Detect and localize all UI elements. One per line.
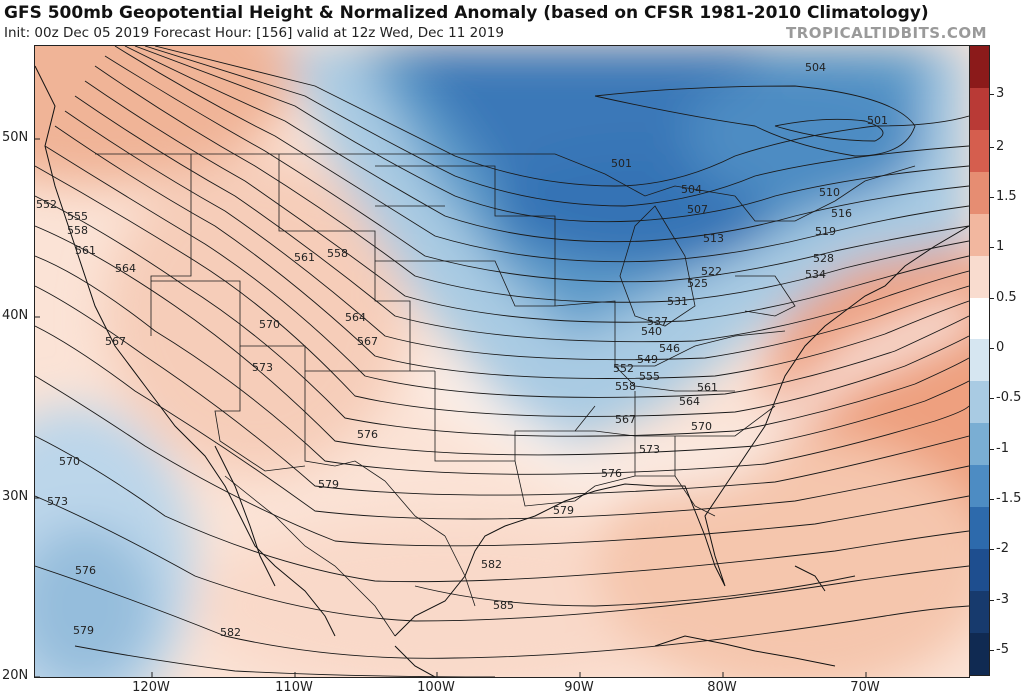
- graticule-ticks: [35, 138, 867, 677]
- contour-label: 576: [357, 428, 378, 441]
- colorbar-swatch: [970, 213, 989, 256]
- contour-label: 555: [67, 210, 88, 223]
- contour-label: 579: [553, 504, 574, 517]
- colorbar-swatch: [970, 46, 989, 88]
- contour-label: 585: [493, 599, 514, 612]
- colorbar-swatch: [970, 632, 989, 675]
- contour-label: 552: [36, 198, 57, 211]
- colorbar-tick: -5: [996, 642, 1009, 657]
- colorbar-swatch: [970, 465, 989, 508]
- contour-label: 516: [831, 207, 852, 220]
- contour-label: 549: [637, 353, 658, 366]
- contour-label: 558: [327, 247, 348, 260]
- colorbar-tick: 2: [996, 139, 1005, 154]
- contour-label: 576: [75, 564, 96, 577]
- colorbar-tick: 1.5: [996, 189, 1017, 204]
- contour-label: 501: [611, 157, 632, 170]
- lat-label-50n: 50N: [2, 130, 29, 145]
- colorbar-tick: 0: [996, 340, 1005, 355]
- political-borders: [95, 153, 916, 637]
- anomaly-colorbar: [969, 45, 990, 676]
- lon-label-90w: 90W: [564, 680, 594, 695]
- height-contours: [35, 46, 969, 677]
- lon-label-110w: 110W: [275, 680, 313, 695]
- colorbar-swatch: [970, 255, 989, 298]
- colorbar-tick: -0.5: [996, 390, 1022, 405]
- coastlines: [35, 65, 969, 677]
- anomaly-map: 504 501 510 516 519 528 534 501 504 507 …: [34, 45, 970, 678]
- colorbar-tick: -3: [996, 592, 1009, 607]
- contour-label: 567: [105, 335, 126, 348]
- colorbar-tick: 1: [996, 239, 1005, 254]
- contour-label: 564: [345, 311, 366, 324]
- colorbar-swatch: [970, 297, 989, 340]
- contour-label: 570: [59, 455, 80, 468]
- colorbar-swatch: [970, 171, 989, 214]
- lat-label-40n: 40N: [2, 308, 29, 323]
- contour-label: 567: [357, 335, 378, 348]
- contour-label: 501: [867, 114, 888, 127]
- contour-label: 579: [318, 478, 339, 491]
- colorbar-tick: -2: [996, 541, 1009, 556]
- contour-labels: 504 501 510 516 519 528 534 501 504 507 …: [36, 61, 888, 639]
- colorbar-swatch: [970, 549, 989, 591]
- contour-label: 582: [220, 626, 241, 639]
- contour-label: 561: [75, 244, 96, 257]
- contour-label: 561: [294, 251, 315, 264]
- contour-label: 513: [703, 232, 724, 245]
- colorbar-swatch: [970, 423, 989, 466]
- contour-label: 504: [681, 183, 702, 196]
- brand-watermark: TROPICALTIDBITS.COM: [786, 24, 987, 42]
- contour-label: 573: [252, 361, 273, 374]
- colorbar-swatch: [970, 129, 989, 172]
- contour-label: 534: [805, 268, 826, 281]
- colorbar-swatch: [970, 87, 989, 130]
- contour-label: 576: [601, 467, 622, 480]
- contour-label: 519: [815, 225, 836, 238]
- lat-label-20n: 20N: [2, 668, 29, 683]
- chart-subtitle: Init: 00z Dec 05 2019 Forecast Hour: [15…: [4, 25, 504, 41]
- contour-label: 522: [701, 265, 722, 278]
- contour-label: 531: [667, 295, 688, 308]
- contour-label: 540: [641, 325, 662, 338]
- lon-label-80w: 80W: [707, 680, 737, 695]
- lon-label-100w: 100W: [417, 680, 455, 695]
- contour-label: 558: [67, 224, 88, 237]
- chart-title: GFS 500mb Geopotential Height & Normaliz…: [4, 3, 929, 23]
- contour-label: 564: [679, 395, 700, 408]
- lon-label-70w: 70W: [850, 680, 880, 695]
- contour-label: 579: [73, 624, 94, 637]
- contour-label: 573: [639, 443, 660, 456]
- colorbar-tick: 0.5: [996, 290, 1017, 305]
- colorbar-tick: 3: [996, 86, 1005, 101]
- contour-label: 567: [615, 413, 636, 426]
- colorbar-tick: -1.5: [996, 491, 1022, 506]
- lon-label-120w: 120W: [132, 680, 170, 695]
- colorbar-swatch: [970, 381, 989, 424]
- anomaly-shading: [35, 46, 969, 677]
- colorbar-swatch: [970, 590, 989, 633]
- contour-label: 546: [659, 342, 680, 355]
- contour-label: 564: [115, 262, 136, 275]
- contour-label: 570: [691, 420, 712, 433]
- contour-label: 525: [687, 277, 708, 290]
- colorbar-swatch: [970, 507, 989, 550]
- contour-label: 504: [805, 61, 826, 74]
- contour-label: 510: [819, 186, 840, 199]
- contour-label: 561: [697, 381, 718, 394]
- contour-label: 555: [639, 370, 660, 383]
- colorbar-swatch: [970, 339, 989, 382]
- contour-label: 570: [259, 318, 280, 331]
- colorbar-tick: -1: [996, 441, 1009, 456]
- contour-label: 537: [647, 315, 668, 328]
- contour-label: 582: [481, 558, 502, 571]
- contour-label: 558: [615, 380, 636, 393]
- contour-label: 507: [687, 203, 708, 216]
- lat-label-30n: 30N: [2, 489, 29, 504]
- contour-label: 573: [47, 495, 68, 508]
- contour-label: 552: [613, 362, 634, 375]
- contour-label: 528: [813, 252, 834, 265]
